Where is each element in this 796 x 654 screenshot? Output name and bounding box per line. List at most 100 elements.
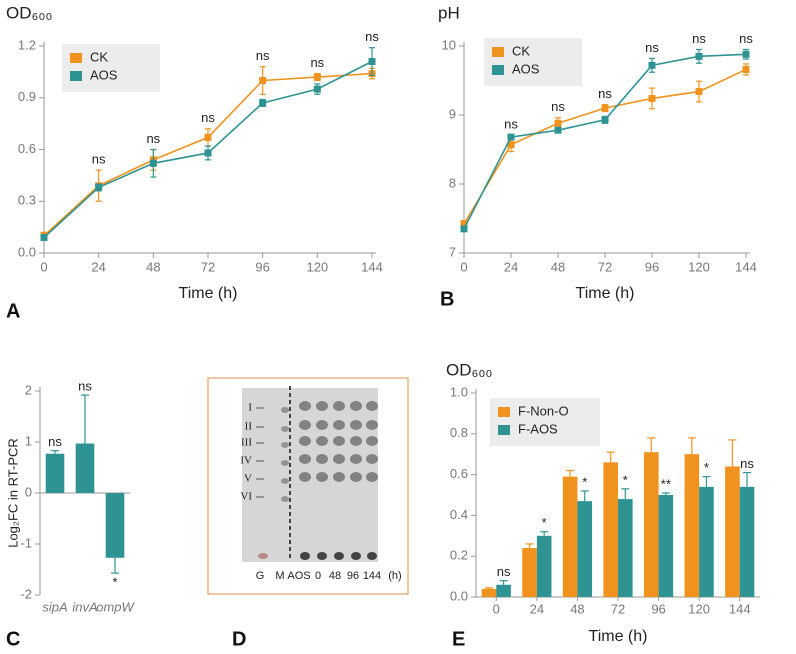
marker [695,52,703,60]
legend-swatch [70,53,82,63]
y-tick-label: 0.8 [450,425,468,440]
marker [368,58,376,66]
annotation: ns [201,110,215,125]
error-bar [702,476,711,487]
x-tick-label: 0 [460,259,467,274]
annotation: ns [692,31,706,46]
x-tick-label: 96 [651,601,665,616]
marker [40,233,48,241]
gel-spot [316,454,328,464]
panel-label: D [232,628,246,650]
y-tick-label: 0.4 [450,507,468,522]
gel-spot [350,436,362,446]
legend-label: CK [90,49,108,64]
gel-spot [258,553,268,559]
gel-spot [333,454,345,464]
marker [648,61,656,69]
error-bar [661,492,670,495]
bar [603,462,618,597]
marker [460,220,468,228]
y-tick-label: 0.2 [450,548,468,563]
annotation: ** [661,476,671,491]
legend-label: F-Non-O [518,403,569,418]
lane-label: 96 [347,570,359,582]
marker [601,104,609,112]
marker [313,73,321,81]
gel-spot [281,442,289,448]
band-label: VI [240,491,252,503]
lane-label: AOS [287,570,310,582]
marker [507,141,515,149]
legend-swatch [498,407,510,417]
gel-spot [366,420,378,430]
annotation: * [704,460,709,475]
legend-label: CK [512,43,530,58]
panel-label: C [6,628,20,650]
annotation: ns [92,152,106,167]
y-tick-label: 9 [449,106,456,121]
x-tick-label: 48 [570,601,584,616]
marker [648,94,656,102]
y-tick-label: 0.6 [18,141,36,156]
annotation: * [623,472,628,487]
y-tick-label: 0.0 [450,588,468,603]
bar [643,452,659,597]
legend-swatch [492,47,504,57]
x-tick-label: 24 [504,259,518,274]
bar [536,535,552,597]
gel-spot [299,420,311,430]
y-tick-label: 8 [449,175,456,190]
x-tick-label: 0 [493,601,500,616]
x-tick-label: 24 [530,601,544,616]
annotation: ns [598,86,612,101]
gel-spot [316,472,328,482]
annotation: * [112,575,117,590]
bar [75,443,95,493]
gel-spot [366,454,378,464]
gel-spot [299,454,311,464]
gel-spot [366,401,378,411]
bar [739,486,755,597]
gel-spot [350,454,362,464]
error-bar [728,439,737,467]
lane-label: 48 [329,570,341,582]
error-bar [51,450,59,454]
error-bar [81,394,89,444]
marker [149,159,157,167]
y-tick-label: 0.3 [18,193,36,208]
y-tick-label: -1 [20,535,32,550]
marker [742,50,750,58]
gel-spot [281,407,289,413]
annotation: * [582,474,587,489]
annotation: ns [497,564,511,579]
gel-spot [350,401,362,411]
x-tick-label: 24 [91,259,105,274]
y-axis-label: Log₂FC in RT-PCR [5,438,20,548]
chart-title: OD₆₀₀ [446,360,492,379]
annotation: ns [365,29,379,44]
error-bar [743,471,752,487]
x-tick-label: 96 [255,259,269,274]
gel-spot [333,436,345,446]
lane-label: 0 [315,570,321,582]
error-bar [484,587,493,589]
gel-spot [281,426,289,432]
error-bar [111,557,119,574]
gel-spot [333,401,345,411]
gel-spot [299,436,311,446]
x-tick-label: 120 [688,601,710,616]
lane-label: G [256,570,265,582]
x-tick-label: 72 [201,259,215,274]
bar [481,588,497,597]
error-bar [606,451,615,463]
bar [522,548,537,597]
y-tick-label: 1.2 [18,37,36,52]
annotation: * [542,515,547,530]
marker [313,85,321,93]
band-label: I [248,402,252,414]
legend-swatch [498,425,510,435]
error-bar [540,531,549,536]
marker [204,149,212,157]
